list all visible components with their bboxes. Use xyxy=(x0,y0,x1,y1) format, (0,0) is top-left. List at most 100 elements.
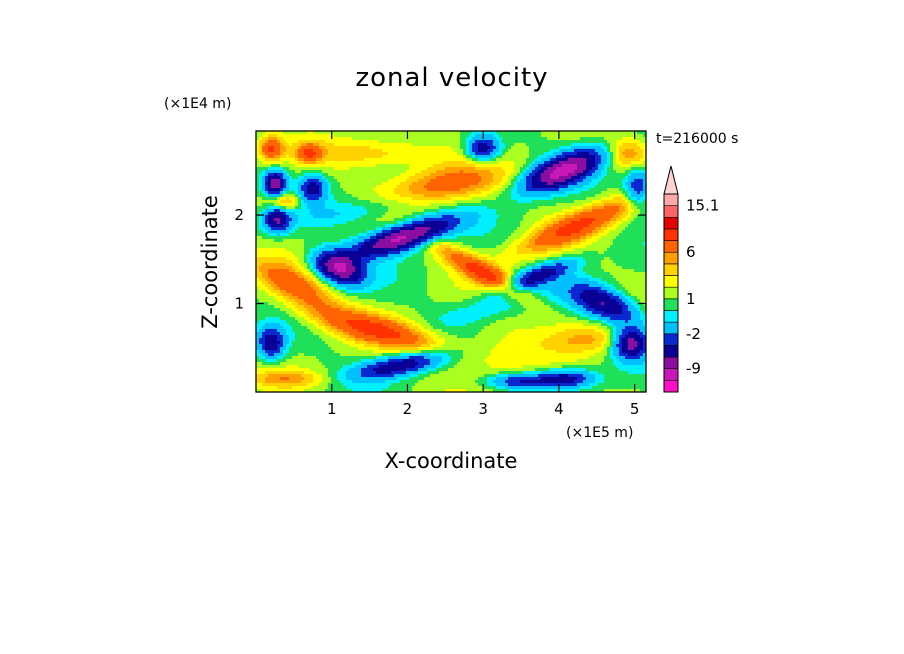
contour-cell xyxy=(604,269,635,273)
contour-cell xyxy=(484,386,497,390)
contour-cell xyxy=(607,347,611,351)
contour-cell xyxy=(595,149,605,153)
contour-cell xyxy=(508,278,512,282)
contour-cell xyxy=(412,386,485,390)
contour-cell xyxy=(301,206,308,210)
contour-cell xyxy=(286,179,290,183)
contour-cell xyxy=(301,185,308,189)
contour-cell xyxy=(475,161,500,165)
contour-cell xyxy=(463,152,467,156)
contour-cell xyxy=(388,317,401,321)
contour-cell xyxy=(640,140,646,144)
contour-cell xyxy=(298,191,305,195)
contour-cell xyxy=(298,200,302,204)
contour-cell xyxy=(406,218,413,222)
contour-cell xyxy=(319,248,335,252)
contour-cell xyxy=(337,281,362,285)
contour-cell xyxy=(640,317,646,321)
contour-cell xyxy=(256,161,263,165)
contour-cell xyxy=(556,332,602,336)
contour-cell xyxy=(592,335,605,339)
contour-cell xyxy=(547,182,554,186)
contour-cell xyxy=(301,146,320,150)
contour-cell xyxy=(478,218,497,222)
contour-cell xyxy=(631,191,638,195)
contour-cell xyxy=(265,191,269,195)
contour-cell xyxy=(382,233,392,237)
contour-cell xyxy=(304,305,314,309)
contour-cell xyxy=(337,293,347,297)
contour-cell xyxy=(268,137,278,141)
contour-cell xyxy=(547,248,563,252)
contour-cell xyxy=(613,362,623,366)
contour-cell xyxy=(256,245,305,249)
contour-cell xyxy=(256,311,287,315)
contour-cell xyxy=(490,152,497,156)
contour-cell xyxy=(637,131,646,135)
contour-cell xyxy=(517,185,527,189)
contour-cell xyxy=(277,134,335,138)
contour-cell xyxy=(301,179,308,183)
contour-cell xyxy=(541,173,551,177)
time-label: t=216000 s xyxy=(656,131,738,147)
contour-cell xyxy=(256,233,269,237)
contour-cell xyxy=(280,377,290,381)
contour-cell xyxy=(256,275,263,279)
contour-cell xyxy=(613,293,623,297)
contour-cell xyxy=(256,356,260,360)
contour-cell xyxy=(418,326,425,330)
contour-cell xyxy=(517,251,548,255)
contour-cell xyxy=(265,176,269,180)
contour-cell xyxy=(604,284,614,288)
contour-cell xyxy=(259,278,266,282)
contour-cell xyxy=(262,224,269,228)
contour-cell xyxy=(307,263,311,267)
contour-cell xyxy=(499,149,503,153)
contour-cell xyxy=(610,152,614,156)
contour-cell xyxy=(556,263,563,267)
contour-cell xyxy=(262,134,269,138)
contour-cell xyxy=(592,209,620,213)
contour-cell xyxy=(622,197,626,201)
contour-cell xyxy=(259,146,263,150)
contour-cell xyxy=(499,182,506,186)
contour-cell xyxy=(415,359,431,363)
contour-cell xyxy=(625,356,641,360)
contour-cell xyxy=(601,323,608,327)
contour-cell xyxy=(574,215,614,219)
contour-cell xyxy=(364,287,383,291)
contour-cell xyxy=(418,236,428,240)
contour-cell xyxy=(286,332,296,336)
contour-cell xyxy=(256,389,263,392)
contour-cell xyxy=(361,269,368,273)
contour-cell xyxy=(256,353,263,357)
contour-cell xyxy=(430,296,473,300)
contour-cell xyxy=(502,275,506,279)
contour-cell xyxy=(565,212,575,216)
contour-cell xyxy=(298,353,305,357)
contour-cell xyxy=(436,341,446,345)
contour-cell xyxy=(568,194,596,198)
contour-cell xyxy=(256,197,263,201)
contour-cell xyxy=(295,224,335,228)
contour-cell xyxy=(316,356,377,360)
contour-cell xyxy=(286,146,299,150)
contour-cell xyxy=(580,191,602,195)
contour-cell xyxy=(259,143,263,147)
contour-cell xyxy=(265,344,278,348)
contour-cell xyxy=(259,341,266,345)
contour-cell xyxy=(622,218,629,222)
contour-cell xyxy=(280,197,287,201)
contour-cell xyxy=(310,329,323,333)
contour-cell xyxy=(256,326,263,330)
contour-cell xyxy=(505,317,578,321)
contour-cell xyxy=(535,281,548,285)
contour-cell xyxy=(391,383,416,387)
contour-cell xyxy=(268,269,290,273)
contour-cell xyxy=(280,209,287,213)
contour-cell xyxy=(514,275,518,279)
contour-cell xyxy=(304,194,323,198)
contour-cell xyxy=(592,179,602,183)
contour-cell xyxy=(490,269,500,273)
contour-cell xyxy=(505,287,512,291)
